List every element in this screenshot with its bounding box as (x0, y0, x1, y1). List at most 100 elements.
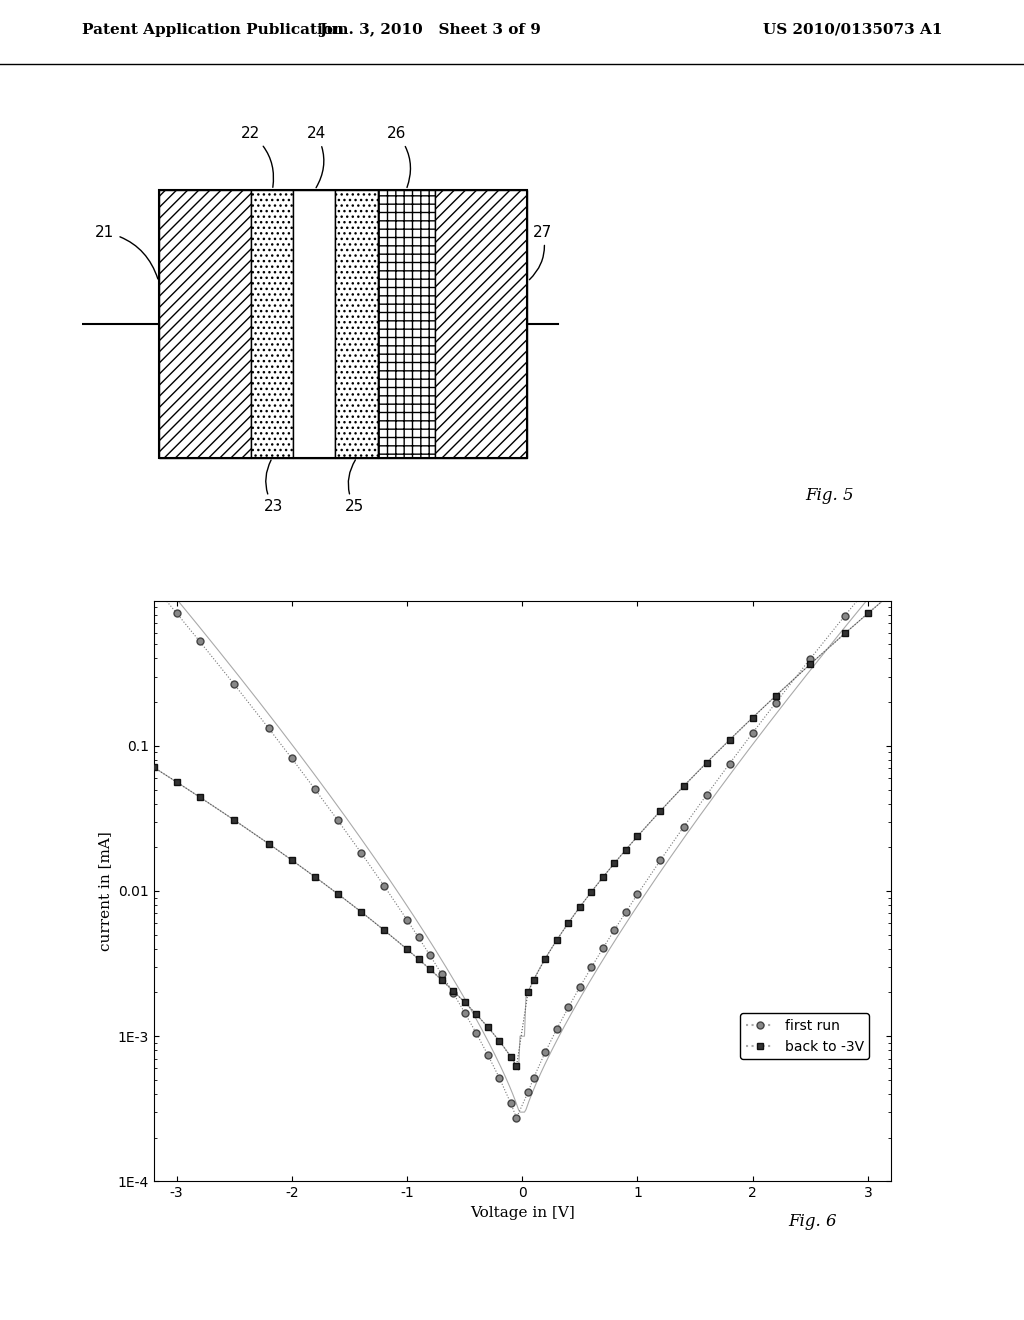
first run (746, 725, 759, 741)
Bar (159, 190, 527, 458)
first run (551, 1022, 563, 1038)
first run (309, 781, 322, 797)
first run (424, 948, 436, 964)
back to -3V (505, 1049, 517, 1065)
back to -3V (494, 1034, 506, 1049)
back to -3V (481, 1019, 494, 1035)
back to -3V (551, 932, 563, 948)
back to -3V (770, 688, 782, 704)
first run (573, 979, 586, 995)
first run (147, 577, 160, 593)
first run (505, 1096, 517, 1111)
first run (678, 820, 690, 836)
Text: Fig. 5: Fig. 5 (805, 487, 853, 503)
first run (885, 552, 897, 568)
Bar (293, 190, 336, 458)
back to -3V (608, 855, 621, 871)
first run (620, 904, 632, 920)
back to -3V (309, 869, 322, 884)
first run (446, 985, 459, 1001)
first run (586, 960, 598, 975)
first run (286, 751, 298, 767)
back to -3V (700, 755, 713, 771)
first run (839, 607, 851, 623)
back to -3V (597, 870, 609, 886)
back to -3V (286, 853, 298, 869)
back to -3V (262, 836, 274, 851)
first run (171, 606, 183, 622)
Bar (251, 190, 293, 458)
back to -3V (620, 842, 632, 858)
first run (804, 651, 816, 667)
Y-axis label: current in [mA]: current in [mA] (98, 832, 112, 950)
back to -3V (378, 923, 390, 939)
back to -3V (355, 904, 368, 920)
back to -3V (435, 972, 447, 987)
first run (608, 921, 621, 937)
first run (522, 1084, 535, 1100)
first run (355, 845, 368, 861)
back to -3V (446, 983, 459, 999)
Text: 22: 22 (242, 127, 273, 187)
Bar (159, 190, 251, 458)
back to -3V (562, 915, 574, 931)
first run (861, 579, 873, 595)
Text: Jun. 3, 2010   Sheet 3 of 9: Jun. 3, 2010 Sheet 3 of 9 (319, 22, 541, 37)
Text: 27: 27 (529, 224, 552, 280)
first run (435, 966, 447, 982)
back to -3V (522, 985, 535, 1001)
Text: Fig. 6: Fig. 6 (788, 1213, 837, 1229)
Text: 21: 21 (95, 224, 158, 279)
Text: 24: 24 (306, 127, 326, 187)
back to -3V (401, 941, 414, 957)
first run (631, 887, 644, 903)
first run (723, 755, 735, 771)
first run (262, 721, 274, 737)
back to -3V (839, 626, 851, 642)
first run (597, 940, 609, 956)
first run (481, 1047, 494, 1063)
Line: back to -3V: back to -3V (151, 590, 894, 1069)
first run (539, 1044, 551, 1060)
Text: Patent Application Publication: Patent Application Publication (82, 22, 344, 37)
back to -3V (678, 779, 690, 795)
back to -3V (861, 606, 873, 622)
Text: 26: 26 (387, 127, 411, 187)
back to -3V (424, 961, 436, 977)
Bar (336, 190, 378, 458)
first run (413, 929, 425, 945)
back to -3V (539, 950, 551, 966)
back to -3V (723, 733, 735, 748)
back to -3V (510, 1059, 522, 1074)
back to -3V (413, 952, 425, 968)
back to -3V (459, 994, 471, 1010)
back to -3V (147, 759, 160, 775)
first run (470, 1026, 482, 1041)
back to -3V (194, 789, 206, 805)
X-axis label: Voltage in [V]: Voltage in [V] (470, 1205, 574, 1220)
first run (527, 1069, 540, 1085)
back to -3V (804, 656, 816, 672)
back to -3V (746, 710, 759, 726)
Text: 25: 25 (345, 459, 365, 515)
Line: first run: first run (151, 556, 894, 1121)
back to -3V (631, 829, 644, 845)
Legend: first run, back to -3V: first run, back to -3V (740, 1014, 869, 1059)
back to -3V (654, 803, 667, 818)
back to -3V (885, 586, 897, 602)
first run (332, 813, 344, 829)
Bar (378, 190, 435, 458)
first run (700, 787, 713, 803)
back to -3V (573, 899, 586, 915)
first run (494, 1069, 506, 1085)
Bar (435, 190, 527, 458)
Text: 23: 23 (264, 461, 284, 515)
first run (510, 1110, 522, 1126)
back to -3V (586, 884, 598, 900)
back to -3V (332, 886, 344, 902)
back to -3V (171, 774, 183, 789)
first run (770, 694, 782, 710)
first run (654, 853, 667, 869)
first run (459, 1005, 471, 1020)
Text: US 2010/0135073 A1: US 2010/0135073 A1 (763, 22, 942, 37)
